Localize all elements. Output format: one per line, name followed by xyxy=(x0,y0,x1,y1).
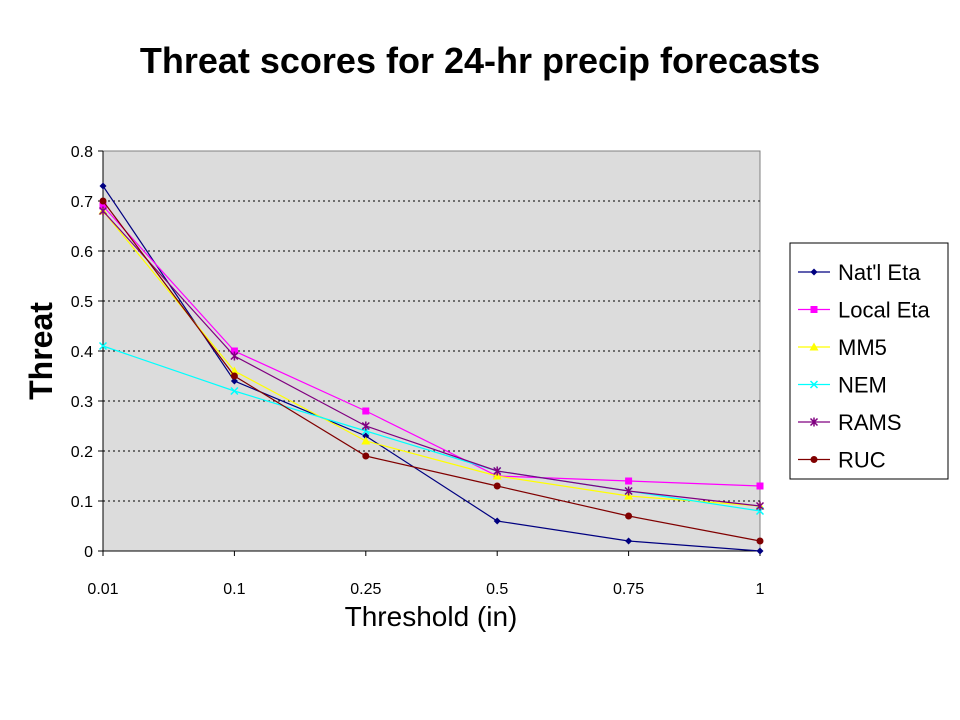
data-point xyxy=(362,432,370,440)
legend-label: MM5 xyxy=(838,335,887,360)
x-tick-label: 0.5 xyxy=(486,581,508,598)
y-tick-label: 0.3 xyxy=(71,394,93,411)
data-point xyxy=(230,377,238,385)
series-4 xyxy=(98,206,765,511)
y-tick-label: 0.1 xyxy=(71,494,93,511)
y-tick-label: 0.4 xyxy=(71,344,93,361)
data-point xyxy=(99,197,107,205)
y-tick-label: 0.2 xyxy=(71,444,93,461)
series-layer xyxy=(98,182,765,555)
data-point xyxy=(493,517,501,525)
data-point xyxy=(493,466,502,476)
data-point xyxy=(362,407,370,415)
series-0 xyxy=(99,182,764,555)
y-tick-label: 0 xyxy=(84,544,93,561)
data-point xyxy=(756,547,764,555)
legend-marker xyxy=(810,306,818,313)
legend-label: Local Eta xyxy=(838,298,930,323)
data-point xyxy=(756,537,764,545)
data-point xyxy=(362,452,370,460)
x-tick-label: 0.25 xyxy=(350,581,381,598)
series-line xyxy=(102,210,761,507)
data-point xyxy=(493,482,501,490)
legend: Nat'l Eta Local Eta MM5 NEM RAMS RUC xyxy=(789,242,949,480)
legend-marker xyxy=(810,268,818,276)
series-line xyxy=(102,210,761,507)
x-tick-label: 1 xyxy=(756,581,765,598)
x-tick-label: 0.01 xyxy=(87,581,118,598)
y-tick-label: 0.8 xyxy=(71,144,93,161)
data-point xyxy=(755,501,765,511)
legend-box xyxy=(789,242,949,480)
data-point xyxy=(99,182,107,190)
legend-label: Nat'l Eta xyxy=(838,260,921,285)
data-point xyxy=(624,486,633,496)
data-point xyxy=(625,512,633,520)
y-tick-labels: 0 0.1 0.2 0.3 0.4 0.5 0.6 0.7 0.8 xyxy=(71,144,93,561)
legend-label: RAMS xyxy=(838,410,902,435)
legend-item: Local Eta xyxy=(798,298,930,323)
legend-marker xyxy=(809,380,819,389)
series-line xyxy=(102,345,761,512)
x-tick-label: 0.1 xyxy=(223,581,245,598)
data-point xyxy=(230,347,238,355)
y-axis-title: Threat xyxy=(23,302,59,400)
x-axis-title: Threshold (in) xyxy=(345,601,518,632)
legend-label: NEM xyxy=(838,373,887,398)
legend-item: MM5 xyxy=(798,335,887,360)
data-point xyxy=(625,537,633,545)
series-line xyxy=(102,185,761,552)
series-5 xyxy=(99,197,764,545)
data-point xyxy=(625,477,633,485)
legend-marker xyxy=(810,456,818,463)
legend-label: RUC xyxy=(838,448,886,473)
data-point xyxy=(756,482,764,490)
x-tick-labels: 0.01 0.1 0.25 0.5 0.75 1 xyxy=(87,581,764,598)
legend-marker xyxy=(809,417,819,427)
y-tick-label: 0.6 xyxy=(71,244,93,261)
legend-item: Nat'l Eta xyxy=(798,260,921,285)
data-point xyxy=(230,386,239,396)
y-tick-label: 0.7 xyxy=(71,194,93,211)
series-line xyxy=(102,200,761,542)
axes xyxy=(98,150,761,556)
legend-item: RUC xyxy=(798,448,886,473)
x-tick-label: 0.75 xyxy=(613,581,644,598)
legend-item: NEM xyxy=(798,373,887,398)
legend-item: RAMS xyxy=(798,410,902,435)
plot-area xyxy=(102,150,761,552)
data-point xyxy=(361,421,370,431)
data-point xyxy=(98,341,108,351)
data-point xyxy=(98,206,108,216)
data-point xyxy=(99,202,107,210)
data-point xyxy=(361,436,371,445)
data-point xyxy=(230,351,239,361)
legend-marker xyxy=(809,342,819,351)
legend-items: Nat'l Eta Local Eta MM5 NEM RAMS RUC xyxy=(798,260,930,473)
series-line xyxy=(102,205,761,487)
chart-title: Threat scores for 24-hr precip forecasts xyxy=(139,40,821,81)
data-point xyxy=(230,372,238,380)
y-tick-label: 0.5 xyxy=(71,294,93,311)
